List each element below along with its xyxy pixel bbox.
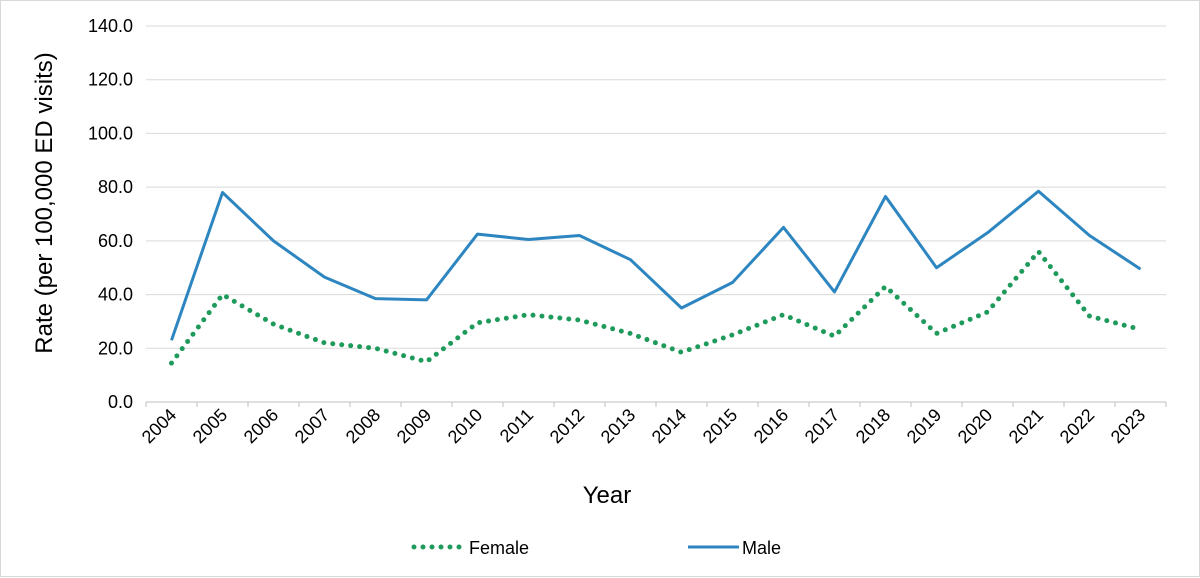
x-tick-label: 2016	[750, 405, 792, 447]
x-tick-label: 2015	[699, 405, 741, 447]
y-tick-label: 60.0	[98, 231, 133, 251]
x-tick-label: 2011	[496, 405, 538, 447]
x-tick-label: 2021	[1005, 405, 1047, 447]
x-tick-label: 2006	[240, 405, 282, 447]
x-tick-label: 2008	[342, 405, 384, 447]
x-tick-label: 2012	[546, 405, 588, 447]
x-tick-label: 2010	[444, 405, 486, 447]
x-tick-label: 2013	[597, 405, 639, 447]
legend-label-female: Female	[469, 538, 529, 558]
x-tick-label: 2014	[648, 405, 690, 447]
x-tick-label: 2004	[138, 405, 180, 447]
x-tick-label: 2009	[393, 405, 435, 447]
x-tick-label: 2023	[1107, 405, 1149, 447]
x-tick-label: 2019	[903, 405, 945, 447]
legend: Female Male	[414, 538, 781, 558]
series-line-male	[172, 191, 1141, 340]
x-tick-label: 2020	[954, 405, 996, 447]
legend-label-male: Male	[742, 538, 781, 558]
series-line-female	[172, 252, 1141, 364]
x-tick-label: 2018	[852, 405, 894, 447]
y-tick-label: 140.0	[88, 16, 133, 36]
series-lines	[171, 191, 1140, 363]
y-tick-labels: 0.0 20.0 40.0 60.0 80.0 100.0 120.0 140.0	[88, 16, 133, 412]
y-tick-label: 100.0	[88, 123, 133, 143]
x-tick-label: 2017	[801, 405, 843, 447]
y-tick-label: 20.0	[98, 338, 133, 358]
y-tick-label: 80.0	[98, 177, 133, 197]
x-tick-label: 2022	[1056, 405, 1098, 447]
y-tick-label: 0.0	[108, 392, 133, 412]
gridlines	[146, 26, 1166, 402]
y-tick-label: 40.0	[98, 285, 133, 305]
y-axis-title: Rate (per 100,000 ED visits)	[31, 52, 58, 353]
x-tick-label: 2005	[189, 405, 231, 447]
x-axis-title: Year	[583, 482, 632, 509]
y-tick-label: 120.0	[88, 70, 133, 90]
x-tick-label: 2007	[291, 405, 333, 447]
